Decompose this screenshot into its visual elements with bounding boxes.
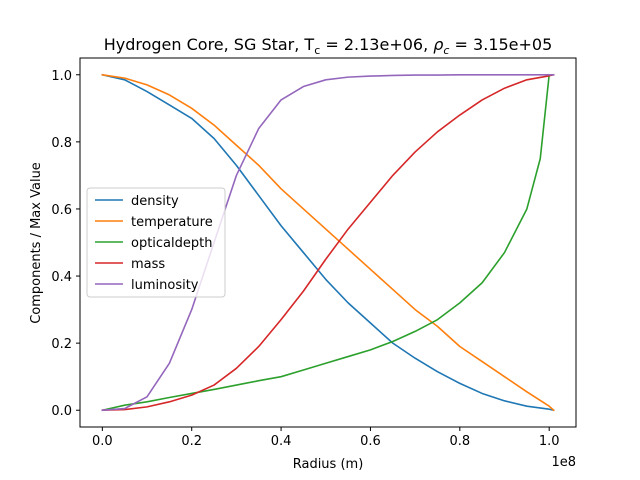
series-layer xyxy=(101,73,555,412)
y-tick-label: 0.2 xyxy=(51,337,72,352)
y-tick-label: 0.6 xyxy=(51,203,72,218)
legend-label-opticaldepth: opticaldepth xyxy=(131,236,212,251)
series-line-density xyxy=(101,73,555,412)
axes-frame xyxy=(79,57,577,428)
legend: density temperature opticaldepth mass lumino… xyxy=(86,187,226,298)
y-axis-label: Components / Max Value xyxy=(29,162,44,324)
ticks-layer: 0.0 0.2 0.4 0.6 0.8 1.0 0.0 0.2 0.4 0.6 0.8 1.0 xyxy=(51,57,577,449)
x-tick-label: 0.2 xyxy=(181,434,202,449)
y-tick-label: 0.4 xyxy=(51,270,72,285)
chart-title: Hydrogen Core, SG Star, Tc = 2.13e+06, ρ… xyxy=(104,35,553,57)
x-tick-label: 0.0 xyxy=(92,434,113,449)
x-tick-label: 0.6 xyxy=(360,434,381,449)
y-tick-label: 0.8 xyxy=(51,136,72,151)
series-line-luminosity xyxy=(101,73,555,412)
x-axis-offset-label: 1e8 xyxy=(551,455,576,470)
x-tick-label: 0.8 xyxy=(449,434,470,449)
y-tick-label: 0.0 xyxy=(51,404,72,419)
legend-label-luminosity: luminosity xyxy=(131,278,199,293)
legend-box xyxy=(86,187,226,298)
series-line-temperature xyxy=(101,73,555,412)
series-line-opticaldepth xyxy=(101,73,551,412)
y-tick-label: 1.0 xyxy=(51,69,72,84)
legend-label-temperature: temperature xyxy=(131,215,213,230)
x-tick-label: 0.4 xyxy=(271,434,292,449)
x-axis-label: Radius (m) xyxy=(293,457,364,472)
x-tick-label: 1.0 xyxy=(539,434,560,449)
legend-label-mass: mass xyxy=(131,257,165,272)
legend-label-density: density xyxy=(131,194,179,209)
series-line-mass xyxy=(101,73,555,412)
